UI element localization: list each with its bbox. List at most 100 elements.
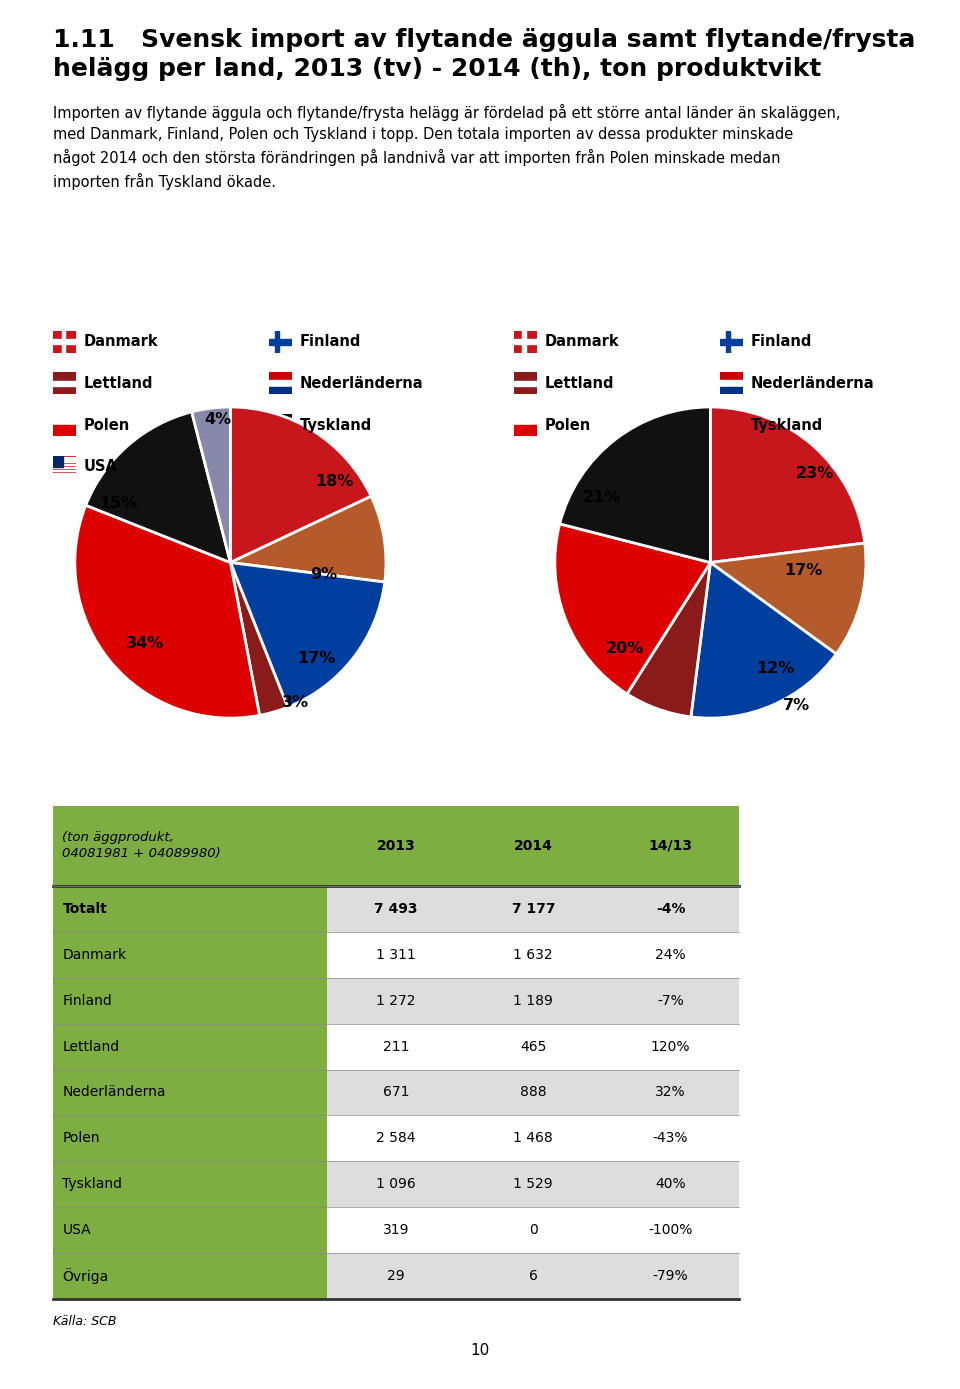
Text: Danmark: Danmark [62, 947, 127, 963]
Wedge shape [85, 413, 230, 563]
Text: 12%: 12% [756, 661, 795, 676]
Bar [53, 464, 76, 465]
Text: 4%: 4% [204, 413, 231, 426]
Bar [53, 469, 76, 471]
Text: 20%: 20% [606, 640, 644, 656]
Text: -100%: -100% [648, 1222, 693, 1238]
Text: 23%: 23% [796, 467, 833, 482]
Text: 0: 0 [529, 1222, 538, 1238]
Text: 32%: 32% [656, 1085, 685, 1100]
Text: Polen: Polen [544, 418, 590, 432]
Text: 2013: 2013 [376, 839, 416, 853]
Text: 18%: 18% [316, 474, 353, 489]
Wedge shape [230, 563, 385, 707]
Text: 1 632: 1 632 [514, 947, 553, 963]
Text: 1 096: 1 096 [376, 1176, 416, 1192]
Bar [53, 457, 76, 458]
Wedge shape [230, 407, 372, 563]
Bar [53, 381, 76, 386]
Text: Polen: Polen [84, 418, 130, 432]
Bar [53, 474, 76, 475]
Text: Polen: Polen [62, 1131, 100, 1146]
Wedge shape [192, 407, 230, 563]
Text: 888: 888 [520, 1085, 546, 1100]
Wedge shape [230, 496, 386, 582]
Text: Danmark: Danmark [544, 335, 619, 349]
Text: Danmark: Danmark [84, 335, 158, 349]
Bar [727, 331, 731, 353]
Text: 2014: 2014 [514, 839, 553, 853]
Text: 24%: 24% [656, 947, 685, 963]
Text: Tyskland: Tyskland [62, 1176, 123, 1192]
Bar [53, 476, 76, 478]
Text: 2 584: 2 584 [376, 1131, 416, 1146]
Text: 15%: 15% [99, 496, 137, 511]
Text: 1 468: 1 468 [514, 1131, 553, 1146]
Text: helägg per land, 2013 (tv) - 2014 (th), ton produktvikt: helägg per land, 2013 (tv) - 2014 (th), … [53, 57, 821, 81]
Bar [53, 467, 76, 468]
Text: 1 189: 1 189 [514, 993, 553, 1008]
Text: USA: USA [62, 1222, 91, 1238]
Wedge shape [691, 563, 836, 718]
Text: Nederländerna: Nederländerna [300, 376, 423, 390]
Bar [514, 339, 537, 344]
Wedge shape [560, 407, 710, 563]
Text: 1 272: 1 272 [376, 993, 416, 1008]
Bar [269, 414, 292, 421]
Bar [514, 425, 537, 436]
Wedge shape [627, 563, 710, 717]
Wedge shape [710, 407, 865, 563]
Bar [269, 379, 292, 388]
Text: Lettland: Lettland [544, 376, 613, 390]
Bar [514, 381, 537, 386]
Bar [269, 388, 292, 394]
Wedge shape [555, 524, 710, 694]
Text: 319: 319 [383, 1222, 409, 1238]
Bar [53, 425, 76, 436]
Text: 29: 29 [387, 1268, 405, 1283]
Text: Nederländerna: Nederländerna [62, 1085, 166, 1100]
Text: 40%: 40% [656, 1176, 685, 1192]
Text: 9%: 9% [310, 568, 337, 582]
Bar [522, 331, 525, 353]
Text: -79%: -79% [653, 1268, 688, 1283]
Text: Finland: Finland [62, 993, 112, 1008]
Text: -43%: -43% [653, 1131, 688, 1146]
Text: 21%: 21% [583, 490, 620, 504]
Text: 211: 211 [383, 1039, 409, 1054]
Bar [269, 421, 292, 429]
Bar [61, 331, 64, 353]
Text: (ton äggprodukt,
04081981 + 04089980): (ton äggprodukt, 04081981 + 04089980) [62, 832, 221, 860]
Text: Nederländerna: Nederländerna [751, 376, 875, 390]
Bar [276, 331, 279, 353]
Text: 7%: 7% [782, 699, 809, 713]
Text: Lettland: Lettland [62, 1039, 120, 1054]
Wedge shape [75, 506, 259, 718]
Text: 7 493: 7 493 [374, 901, 418, 917]
Text: Lettland: Lettland [84, 376, 153, 390]
Bar [269, 339, 292, 344]
Text: Finland: Finland [300, 335, 361, 349]
Text: -7%: -7% [658, 993, 684, 1008]
Text: Tyskland: Tyskland [300, 418, 372, 432]
Text: 7 177: 7 177 [512, 901, 555, 917]
Bar [720, 388, 743, 394]
Text: Totalt: Totalt [62, 901, 108, 917]
Wedge shape [710, 543, 866, 654]
Bar [53, 456, 63, 467]
Text: USA: USA [84, 460, 117, 474]
Text: 14/13: 14/13 [649, 839, 692, 853]
Text: Källa: SCB: Källa: SCB [53, 1315, 116, 1328]
Text: 120%: 120% [651, 1039, 690, 1054]
Text: 17%: 17% [297, 651, 335, 667]
Text: -4%: -4% [656, 901, 685, 917]
Text: 671: 671 [383, 1085, 409, 1100]
Text: 34%: 34% [126, 636, 164, 651]
Text: Tyskland: Tyskland [751, 418, 823, 432]
Text: 3%: 3% [282, 694, 309, 710]
Bar [720, 379, 743, 388]
Text: 465: 465 [520, 1039, 546, 1054]
Bar [720, 414, 743, 421]
Text: 6: 6 [529, 1268, 538, 1283]
Text: 1.11   Svensk import av flytande äggula samt flytande/frysta: 1.11 Svensk import av flytande äggula sa… [53, 28, 915, 51]
